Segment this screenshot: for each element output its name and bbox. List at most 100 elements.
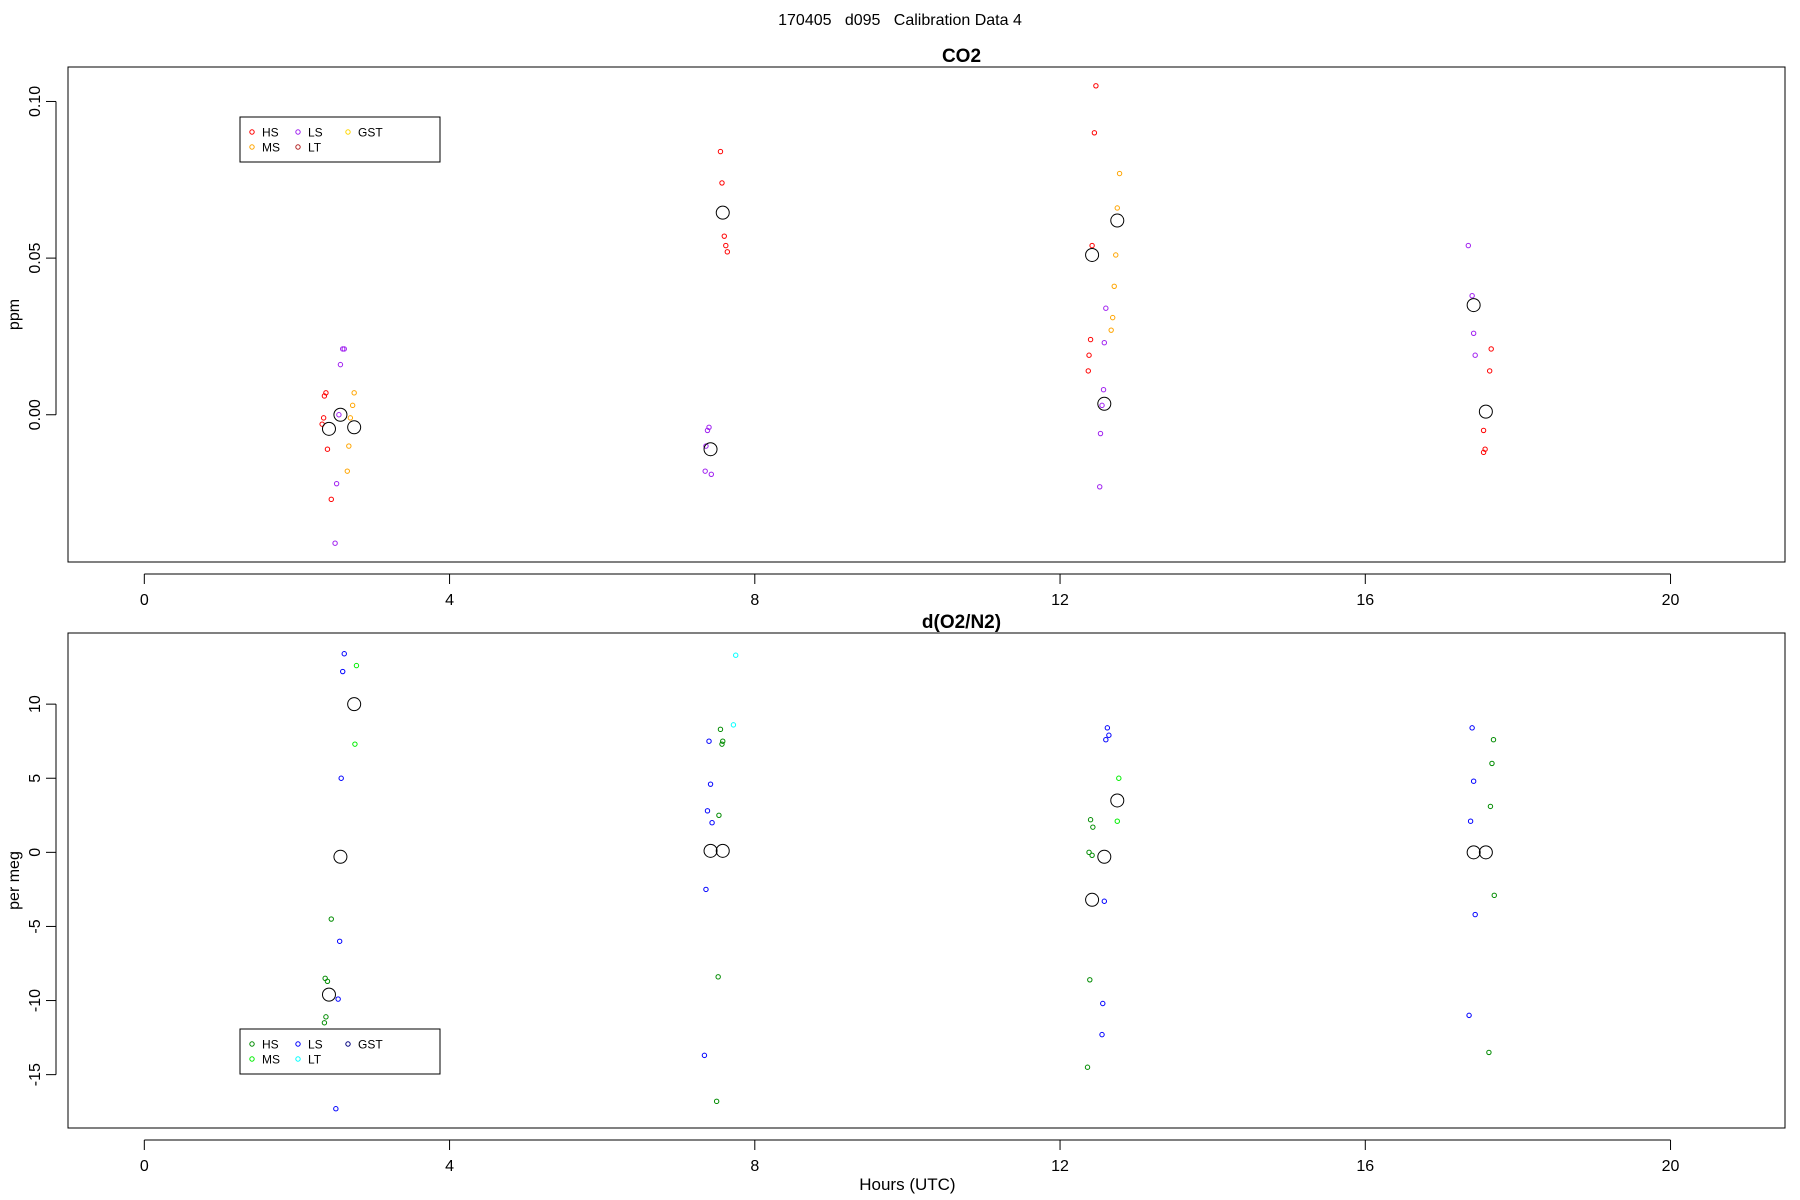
legend-label: LS [308,126,323,140]
data-point [719,741,725,747]
mean-markers [321,697,1493,1002]
x-tick-label: 0 [140,1158,149,1175]
data-point [715,974,721,980]
y-axis: -15 -10 -5 0 5 10 [27,695,57,1086]
data-point [706,424,712,430]
legend-marker [295,144,301,150]
data-point [1113,252,1119,258]
data-point [332,540,338,546]
mean-marker [1097,849,1112,864]
y-axis-label: ppm [6,299,23,330]
legend-marker [345,1041,351,1047]
data-point [708,471,715,477]
legend-label: HS [262,126,279,140]
plot-frame [67,66,1786,563]
data-point [328,496,334,503]
data-point [1472,911,1478,918]
data-point [1472,352,1478,358]
data-point [724,249,731,255]
x-axis: 0 4 8 12 16 20 [140,573,1680,609]
x-tick-label: 20 [1662,592,1680,609]
data-point [341,651,347,657]
x-tick-label: 12 [1051,592,1069,609]
data-point [346,443,352,449]
data-point [320,415,327,421]
y-tick-label: 0 [27,848,44,857]
data-point [1469,725,1475,731]
data-point [349,402,356,409]
data-point [1085,368,1091,374]
data-point [344,468,350,474]
plot-frame [67,632,1786,1129]
data-point [707,781,714,787]
data-point [713,1098,720,1105]
mean-marker [347,697,362,712]
data-point [1104,725,1111,731]
data-point [1116,170,1123,177]
data-point [1101,339,1108,346]
data-point [1114,818,1120,824]
data-point [1470,778,1477,784]
series-hs [321,726,1497,1105]
data-point [1470,330,1477,336]
x-tick-label: 16 [1356,592,1374,609]
x-tick-label: 12 [1051,1158,1069,1175]
y-tick-label: -10 [27,989,44,1012]
o2n2-panel: d(O2/N2) 0 4 8 12 16 20 Hours (UTC) -15 -10 -5 0 5 10… [6,612,1786,1194]
y-tick-label: 10 [27,695,44,713]
data-point [1488,346,1494,352]
x-tick-label: 0 [140,592,149,609]
data-point [335,996,341,1002]
data-point [723,242,729,249]
data-point [1097,484,1103,490]
data-point [347,415,354,421]
data-point [730,722,737,728]
data-point [1089,242,1095,249]
data-point [1466,1012,1472,1019]
series-ls [333,651,1478,1112]
data-point [1103,737,1109,743]
mean-marker [703,843,718,858]
x-tick-label: 16 [1356,1158,1374,1175]
data-point [1489,760,1495,767]
legend-label: GST [358,1038,383,1052]
data-point [340,668,346,675]
data-point [702,468,708,474]
data-point [333,480,340,487]
legend-label: LT [308,1053,322,1067]
data-point [1106,732,1112,738]
data-point [1100,386,1107,393]
data-point [733,652,739,658]
legend-label: LT [308,141,322,155]
data-point [1109,314,1116,321]
data-point [333,1106,339,1112]
data-point [336,412,342,418]
x-axis-label: Hours (UTC) [859,1175,955,1194]
data-point [1108,327,1114,333]
data-point [1480,427,1487,434]
data-point [719,180,725,186]
mean-marker [1466,845,1481,860]
mean-marker [1478,404,1493,419]
data-point [321,393,328,399]
data-point [336,938,343,944]
data-point [717,148,724,155]
y-axis-label: per meg [6,851,23,910]
data-point [1087,977,1093,983]
legend-marker [249,1041,255,1047]
mean-marker [1110,793,1125,808]
x-tick-label: 8 [750,1158,759,1175]
y-tick-label: 5 [27,774,44,783]
figure-title-date: 170405 [778,12,832,29]
mean-marker [1478,845,1493,860]
mean-marker [703,442,718,457]
data-point [1086,849,1092,856]
legend-marker [249,129,255,135]
figure-title-id: d095 [844,12,881,29]
legend-marker [249,144,255,150]
data-point [717,726,724,733]
y-tick-label: 0.00 [27,399,44,430]
y-tick-label: -15 [27,1063,44,1086]
y-axis: 0.00 0.05 0.10 [27,86,57,430]
